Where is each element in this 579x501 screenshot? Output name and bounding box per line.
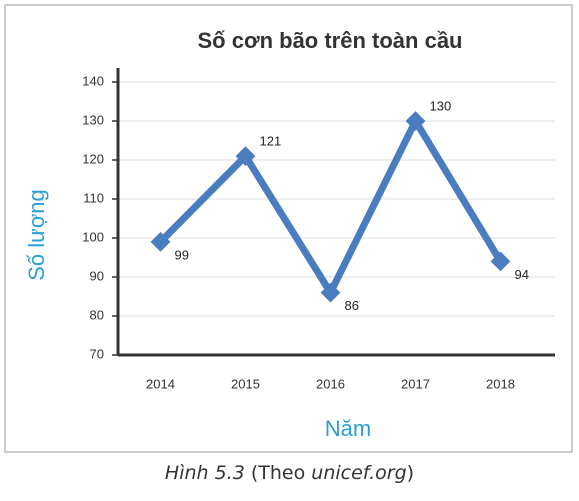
y-axis-title: Số lượng (24, 189, 49, 281)
caption-source: unicef.org (311, 462, 407, 484)
x-tick-label: 2017 (401, 376, 430, 391)
caption-close: ) (406, 462, 415, 484)
caption-source-prefix: (Theo (250, 462, 306, 484)
data-point (235, 146, 256, 166)
y-tick-label: 130 (82, 112, 104, 127)
y-tick-label: 100 (82, 229, 104, 244)
value-label: 130 (430, 98, 452, 113)
value-label: 99 (175, 247, 189, 262)
chart-title: Số cơn bão trên toàn cầu (197, 28, 462, 53)
x-tick-label: 2018 (486, 376, 515, 391)
chart: Số cơn bão trên toàn cầu Số lượng Năm 70… (4, 4, 573, 453)
data-point (490, 251, 511, 272)
y-tick-label: 90 (90, 268, 104, 283)
x-tick-label: 2016 (316, 376, 345, 391)
y-tick-label: 80 (90, 307, 104, 322)
value-label: 86 (345, 298, 359, 313)
value-label: 94 (515, 267, 529, 282)
caption-figure: Hình 5.3 (164, 462, 245, 484)
data-point (150, 232, 171, 252)
y-tick-label: 70 (90, 346, 104, 361)
x-tick-label: 2014 (146, 376, 175, 391)
y-tick-label: 140 (82, 73, 104, 88)
data-point (405, 111, 426, 131)
x-axis-title: Năm (325, 416, 371, 441)
x-tick-label: 2015 (231, 376, 260, 391)
data-point (320, 282, 341, 303)
y-tick-label: 110 (83, 190, 104, 205)
y-tick-label: 120 (82, 151, 104, 166)
value-label: 121 (260, 134, 282, 149)
caption: Hình 5.3 (Theo unicef.org) (0, 462, 579, 484)
